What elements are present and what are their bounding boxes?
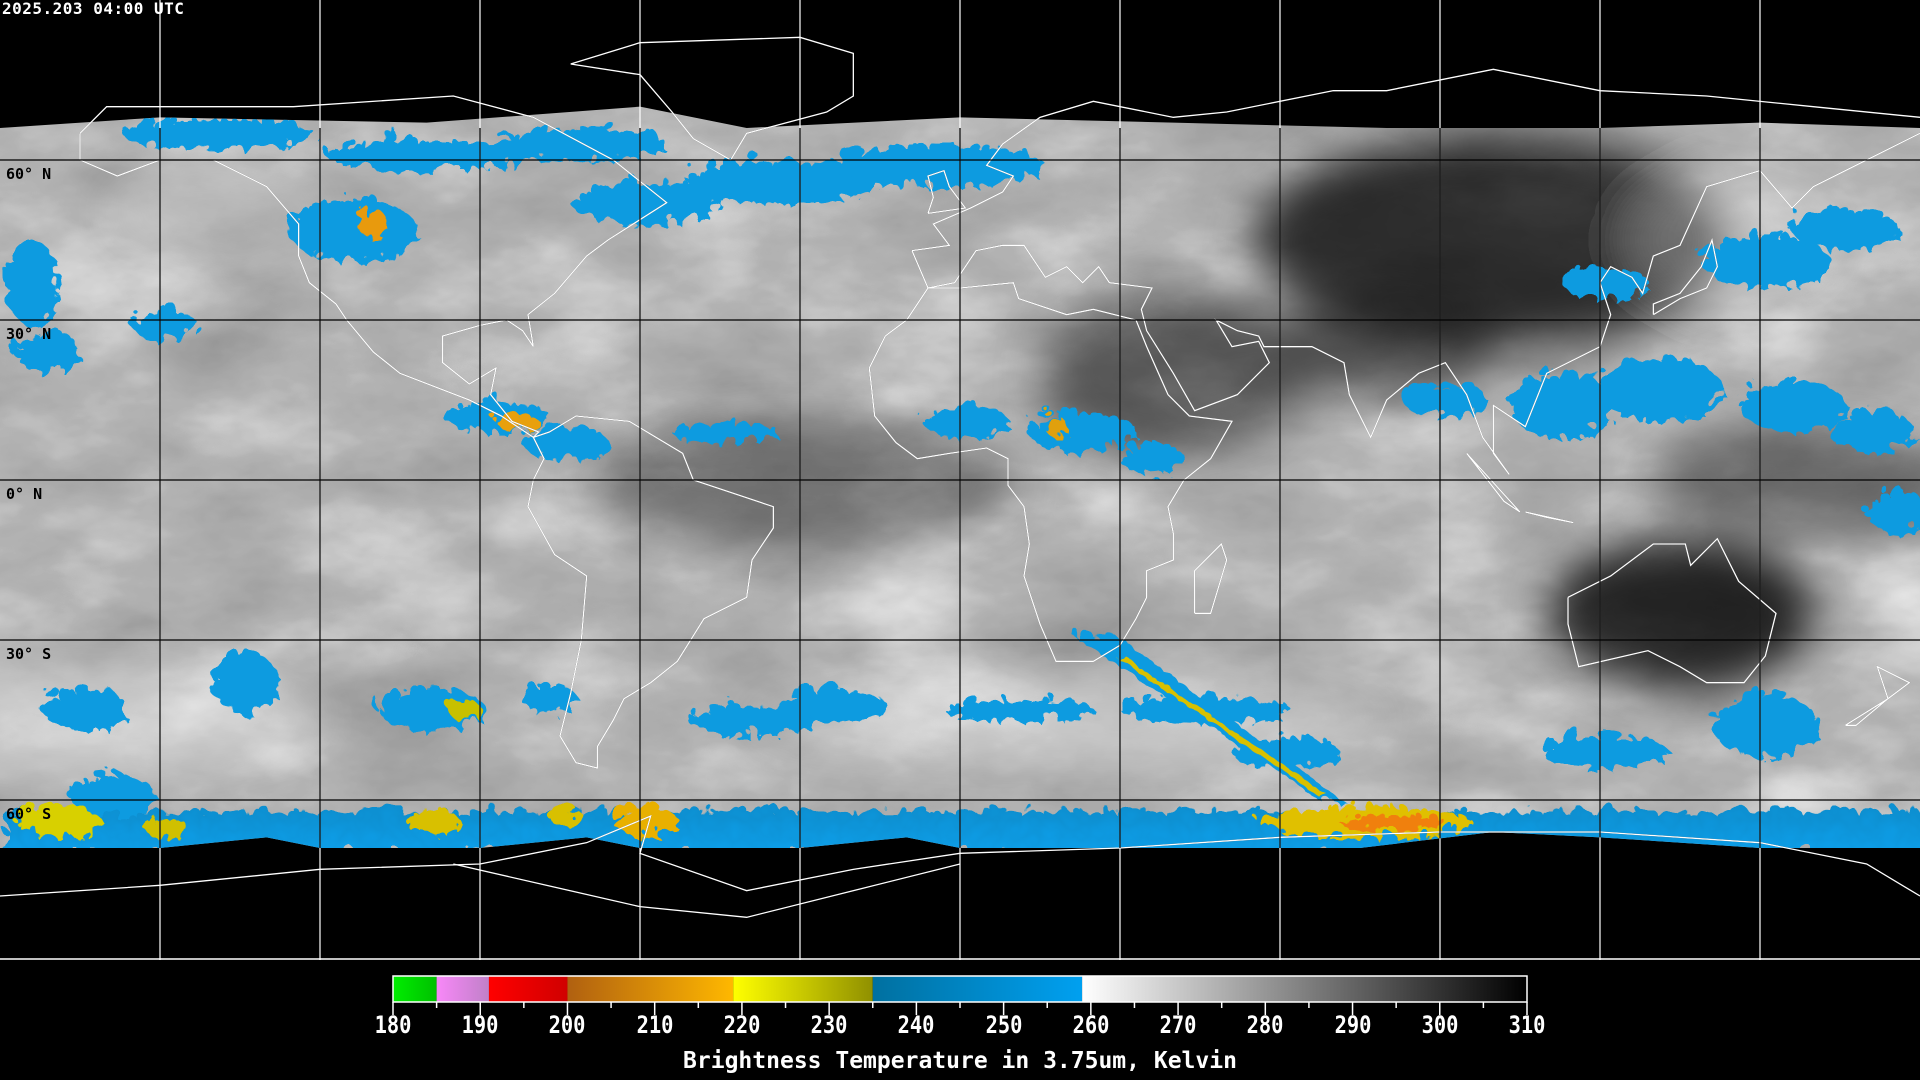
colorbar-tick-label: 290 [1334, 1011, 1371, 1039]
colorbar-tick-label: 230 [810, 1011, 848, 1039]
colorbar-tick-label: 260 [1072, 1011, 1110, 1039]
coastline [527, 415, 774, 769]
colorbar-segment [436, 976, 489, 1002]
lat-label: 30° N [6, 325, 52, 343]
colorbar-segment [567, 976, 734, 1002]
coastline [911, 132, 1920, 476]
coastline [1844, 665, 1911, 726]
colorbar-segment [1082, 976, 1527, 1002]
colorbar-tick-label: 240 [897, 1011, 935, 1039]
colorbar-tick-label: 200 [549, 1011, 586, 1039]
colorbar-tick-label: 250 [985, 1011, 1023, 1039]
lat-label: 60° S [6, 805, 52, 823]
colorbar-segment [393, 976, 437, 1002]
coastline [1466, 452, 1521, 513]
colorbar [392, 975, 1528, 1015]
colorbar-tick-label: 190 [461, 1011, 499, 1039]
coastline [453, 863, 961, 918]
coastline [868, 281, 1234, 662]
colorbar-tick-label: 300 [1421, 1011, 1459, 1039]
coastline [927, 169, 967, 214]
coastline [1567, 537, 1777, 684]
colorbar-tick-label: 210 [636, 1011, 674, 1039]
colorbar-tick-label: 180 [374, 1011, 412, 1039]
satellite-map [0, 0, 1920, 960]
colorbar-title: Brightness Temperature in 3.75um, Kelvin [683, 1048, 1237, 1074]
lat-label: 0° N [6, 485, 43, 503]
lat-lon-grid [159, 0, 1761, 960]
colorbar-tick-label: 270 [1159, 1011, 1197, 1039]
colorbar-segment [733, 976, 873, 1002]
timestamp-label: 2025.203 04:00 UTC [2, 0, 185, 18]
coastline [570, 36, 854, 161]
colorbar-segment [872, 976, 1083, 1002]
coastline [1525, 511, 1574, 524]
coastline [0, 814, 1920, 897]
coastline [1194, 542, 1228, 614]
colorbar-segment [488, 976, 568, 1002]
colorbar-tick-label: 310 [1508, 1011, 1546, 1039]
lat-label: 30° S [6, 645, 52, 663]
colorbar-tick-label: 220 [723, 1011, 761, 1039]
coastline [79, 95, 668, 439]
coastline [1652, 237, 1719, 316]
lat-label: 60° N [6, 165, 52, 183]
colorbar-legend: 180 190 200 210 220 230 240 250 260 270 280 290 300 3… [0, 960, 1920, 1080]
colorbar-tick-label: 280 [1246, 1011, 1284, 1039]
